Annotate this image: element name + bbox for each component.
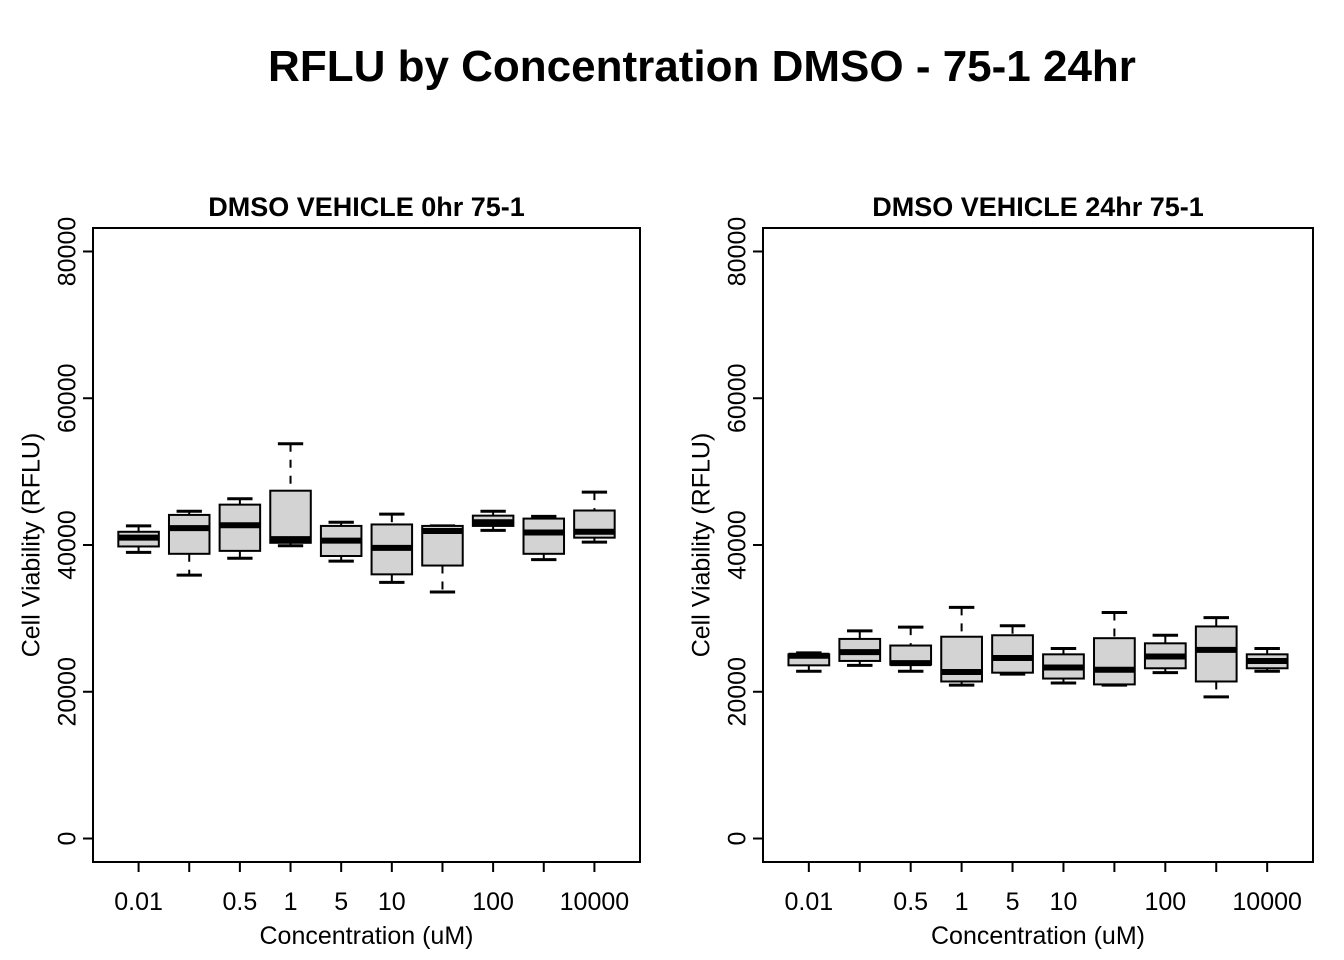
x-tick-label: 5 [1006,888,1020,916]
box-group-1 [838,629,882,667]
iqr-box [1194,625,1238,683]
y-tick-label: 60000 [54,363,82,433]
box-group-6 [1093,611,1136,687]
x-tick-label: 10000 [1232,888,1302,916]
panel-title-0hr: DMSO VEHICLE 0hr 75-1 [208,192,525,222]
y-tick-label: 20000 [54,657,82,727]
box-group-0 [117,524,160,554]
y-tick-label: 20000 [724,657,752,727]
box-group-1 [167,509,211,577]
x-tick-label: 5 [334,888,348,916]
x-axis-title-0hr: Concentration (uM) [259,922,474,950]
x-tick-label: 100 [1144,888,1186,916]
box-group-3 [269,442,312,548]
panel-title-24hr: DMSO VEHICLE 24hr 75-1 [872,192,1204,222]
y-tick-label: 60000 [724,363,752,433]
y-tick-label: 40000 [724,510,752,580]
box-group-9 [573,490,616,544]
boxplot-canvas-24hr: 0 20000 40000 60000 80000 0.01 0.5 1 5 10 100 10000 [724,217,1314,916]
box-group-0 [787,651,831,673]
box-group-7 [471,509,515,532]
box-group-3 [940,605,983,687]
box-group-5 [370,512,414,584]
iqr-box [269,489,312,544]
plot-border [762,227,1314,863]
box-group-4 [319,520,363,563]
y-tick-label: 80000 [54,217,82,287]
x-tick-label: 0.5 [222,888,257,916]
x-tick-label: 10000 [560,888,630,916]
box-group-5 [1042,646,1085,685]
box-group-8 [522,514,566,562]
box-group-2 [889,625,933,673]
box-group-2 [218,497,262,560]
x-tick-label: 0.01 [114,888,163,916]
x-tick-label: 1 [284,888,298,916]
x-tick-label: 10 [378,888,406,916]
x-tick-label: 0.5 [893,888,928,916]
iqr-box [1093,637,1136,686]
x-tick-label: 0.01 [784,888,833,916]
y-tick-label: 0 [724,832,752,846]
box-group-4 [991,624,1034,676]
x-tick-label: 100 [472,888,514,916]
x-tick-label: 10 [1050,888,1078,916]
x-tick-label: 1 [955,888,969,916]
box-group-9 [1245,646,1289,673]
box-group-6 [421,524,464,594]
iqr-box [522,517,566,555]
iqr-box [167,513,211,555]
boxplot-canvas-0hr: 0 20000 40000 60000 80000 0.01 0.5 1 5 10 100 10000 [54,217,641,916]
y-tick-label: 80000 [724,217,752,287]
figure-title: RFLU by Concentration DMSO - 75-1 24hr [268,42,1136,91]
y-tick-label: 40000 [54,510,82,580]
iqr-box [991,634,1034,674]
x-axis-title-24hr: Concentration (uM) [931,922,1145,950]
box-group-7 [1143,633,1187,675]
y-tick-label: 0 [54,832,82,846]
box-group-8 [1194,616,1238,699]
